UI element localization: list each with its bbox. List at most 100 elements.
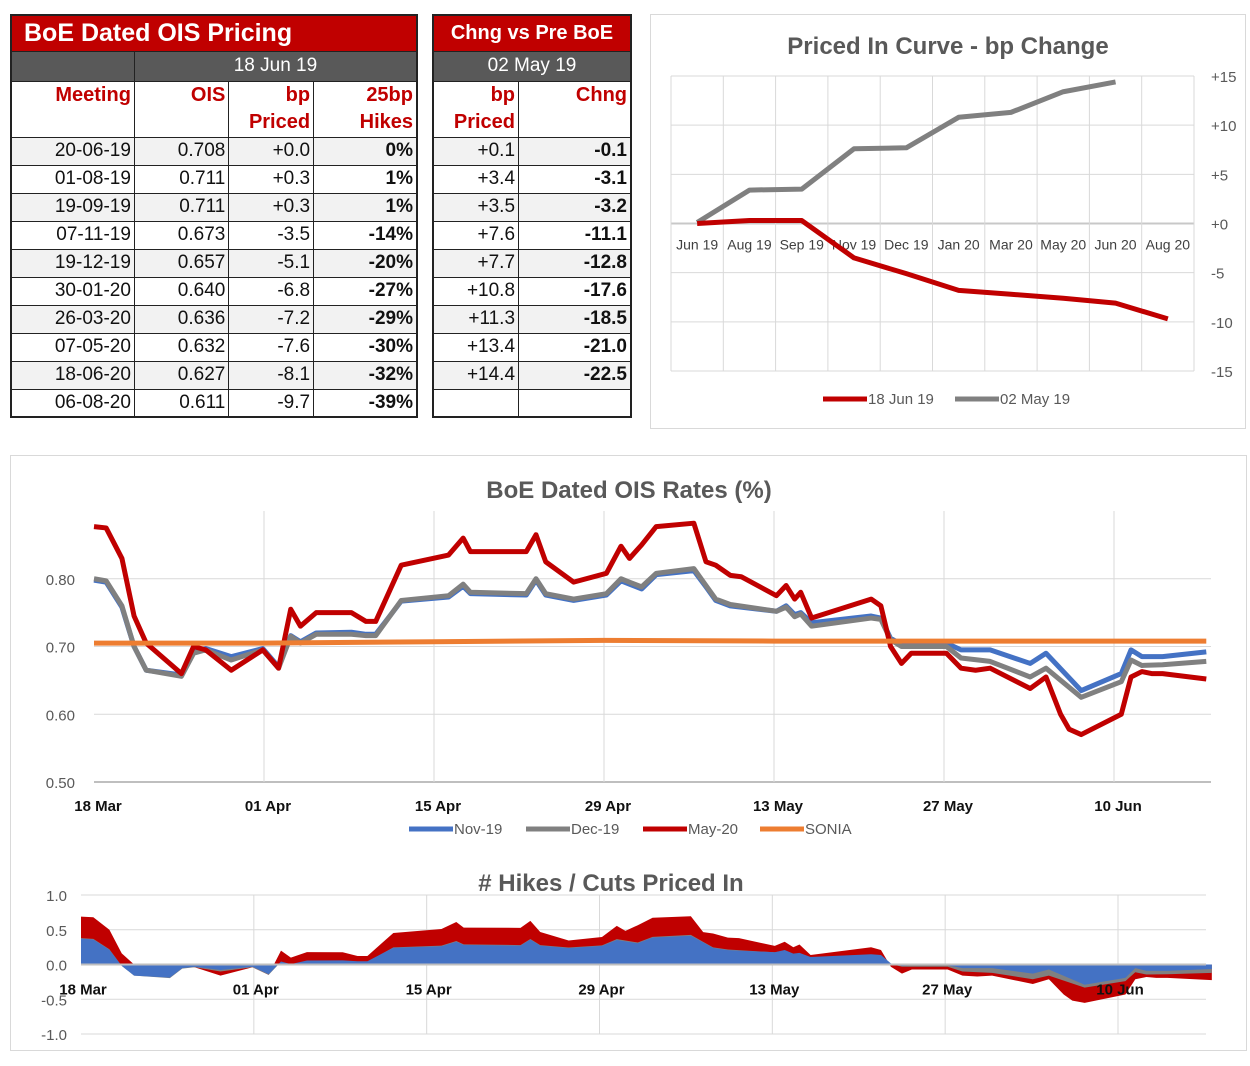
x-tick-label: 29 Apr (578, 982, 624, 999)
table-row: 26-03-20 0.636 -7.2 -29% (9, 304, 419, 334)
series-line-dec-19 (93, 566, 1207, 700)
bp-priced-cell: +0.1 (432, 136, 520, 166)
meeting-date-cell: 19-09-19 (9, 192, 135, 222)
legend-label: SONIA (805, 821, 852, 838)
header-row: Priced (432, 109, 633, 138)
x-tick-label: Dec 19 (884, 237, 929, 253)
table-row: 07-11-19 0.673 -3.5 -14% (9, 220, 419, 250)
x-tick-label: 01 Apr (233, 982, 279, 999)
ois-cell: 0.627 (133, 360, 230, 390)
table-row: 19-12-19 0.657 -5.1 -20% (9, 248, 419, 278)
hikes-cuts-priced-chart: # Hikes / Cuts Priced In 1.0 0.5 0.0 -0.5 -1.… (10, 857, 1247, 1051)
column-header: bp (432, 80, 520, 109)
table-date: 18 Jun 19 (133, 50, 418, 82)
header-row: bp Chng (432, 80, 633, 109)
table-row: 30-01-20 0.640 -6.8 -27% (9, 276, 419, 306)
change-cell: -11.1 (518, 220, 633, 250)
x-tick-label: 27 May (922, 982, 973, 999)
bp-priced-cell: +14.4 (432, 360, 520, 390)
y-tick-label: +0 (1211, 217, 1228, 234)
series-line-18-jun-19 (697, 218, 1169, 322)
bp-priced-cell: +0.0 (228, 136, 315, 166)
x-tick-label: Sep 19 (780, 237, 825, 253)
table-row: +11.3 -18.5 (432, 304, 633, 334)
change-cell: -3.2 (518, 192, 633, 222)
ois-cell: 0.636 (133, 304, 230, 334)
y-tick-label: 0.80 (46, 572, 75, 589)
column-header: Meeting (9, 80, 135, 109)
column-header: OIS (133, 80, 230, 109)
table-row: +7.6 -11.1 (432, 220, 633, 250)
bp-priced-cell: -3.5 (228, 220, 315, 250)
hikes-pct-cell: -20% (313, 248, 419, 278)
y-tick-label: +10 (1211, 118, 1236, 135)
legend-label: 02 May 19 (1000, 391, 1070, 408)
table-row: 01-08-19 0.711 +0.3 1% (9, 164, 419, 194)
series-line-sonia (94, 637, 1207, 646)
x-tick-label: 13 May (753, 798, 804, 815)
bp-priced-cell: -6.8 (228, 276, 315, 306)
hikes-cuts-svg: # Hikes / Cuts Priced In 1.0 0.5 0.0 -0.5 -1.… (41, 870, 1212, 1044)
hikes-pct-cell: -14% (313, 220, 419, 250)
change-cell: -17.6 (518, 276, 633, 306)
table-row: 18-06-20 0.627 -8.1 -32% (9, 360, 419, 390)
column-header: Priced (432, 109, 520, 138)
ois-cell: 0.708 (133, 136, 230, 166)
x-tick-label: Jun 19 (676, 237, 718, 253)
bp-priced-cell: +3.5 (432, 192, 520, 222)
table-row: +0.1 -0.1 (432, 136, 633, 166)
meeting-date-cell: 01-08-19 (9, 164, 135, 194)
bp-priced-cell: +3.4 (432, 164, 520, 194)
meeting-date-cell: 07-11-19 (9, 220, 135, 250)
meeting-date-cell: 20-06-19 (9, 136, 135, 166)
y-tick-label: 0.70 (46, 640, 75, 657)
change-cell: -18.5 (518, 304, 633, 334)
bp-priced-cell: +13.4 (432, 332, 520, 362)
x-tick-label: 10 Jun (1094, 798, 1142, 815)
ois-rates-svg: BoE Dated OIS Rates (%) 0.50 0.60 0.70 0.80 1… (46, 477, 1211, 838)
meeting-date-cell: 07-05-20 (9, 332, 135, 362)
ois-cell: 0.711 (133, 164, 230, 194)
y-tick-label: -15 (1211, 364, 1233, 381)
x-tick-label: 18 Mar (74, 798, 122, 815)
table-row (432, 388, 633, 418)
y-tick-label: +5 (1211, 167, 1228, 184)
x-tick-label: 27 May (923, 798, 974, 815)
series-line-may-20 (93, 520, 1207, 738)
x-tick-label: Jan 20 (938, 237, 980, 253)
hikes-pct-cell: 0% (313, 136, 419, 166)
hikes-pct-cell: -29% (313, 304, 419, 334)
change-vs-pre-boe-table: Chng vs Pre BoE 02 May 19 bp Chng Priced +0… (432, 14, 633, 418)
x-tick-label: Jun 20 (1095, 237, 1137, 253)
ois-cell: 0.611 (133, 388, 230, 418)
legend-label: Nov-19 (454, 821, 502, 838)
column-header: 25bp (313, 80, 419, 109)
meeting-date-cell: 30-01-20 (9, 276, 135, 306)
column-header: bp (228, 80, 315, 109)
table-title: BoE Dated OIS Pricing (10, 14, 418, 51)
table-row: 07-05-20 0.632 -7.6 -30% (9, 332, 419, 362)
table-row: +3.4 -3.1 (432, 164, 633, 194)
legend-label: 18 Jun 19 (868, 391, 934, 408)
boe-dated-ois-pricing-table: BoE Dated OIS Pricing 18 Jun 19 Meeting O… (9, 14, 419, 418)
table-row: +13.4 -21.0 (432, 332, 633, 362)
meeting-date-cell: 26-03-20 (9, 304, 135, 334)
bp-priced-cell: -8.1 (228, 360, 315, 390)
x-tick-label: 15 Apr (415, 798, 461, 815)
table-row: +3.5 -3.2 (432, 192, 633, 222)
column-header (9, 109, 135, 138)
bp-priced-cell: -9.7 (228, 388, 315, 418)
table-title: Chng vs Pre BoE (432, 14, 632, 51)
column-header: Hikes (313, 109, 419, 138)
y-tick-label: 0.50 (46, 775, 75, 792)
y-tick-label: -0.5 (41, 992, 67, 1009)
x-tick-label: May 20 (1040, 237, 1086, 253)
priced-in-curve-chart: Priced In Curve - bp Change +15 +10 +5 +0 -5 -… (650, 14, 1246, 429)
column-header: Chng (518, 80, 633, 109)
meeting-date-cell: 19-12-19 (9, 248, 135, 278)
series-line-02-may-19 (695, 79, 1117, 225)
hikes-pct-cell: 1% (313, 164, 419, 194)
x-tick-label: Aug 20 (1146, 237, 1191, 253)
x-tick-label: Mar 20 (989, 237, 1033, 253)
column-header: Priced (228, 109, 315, 138)
